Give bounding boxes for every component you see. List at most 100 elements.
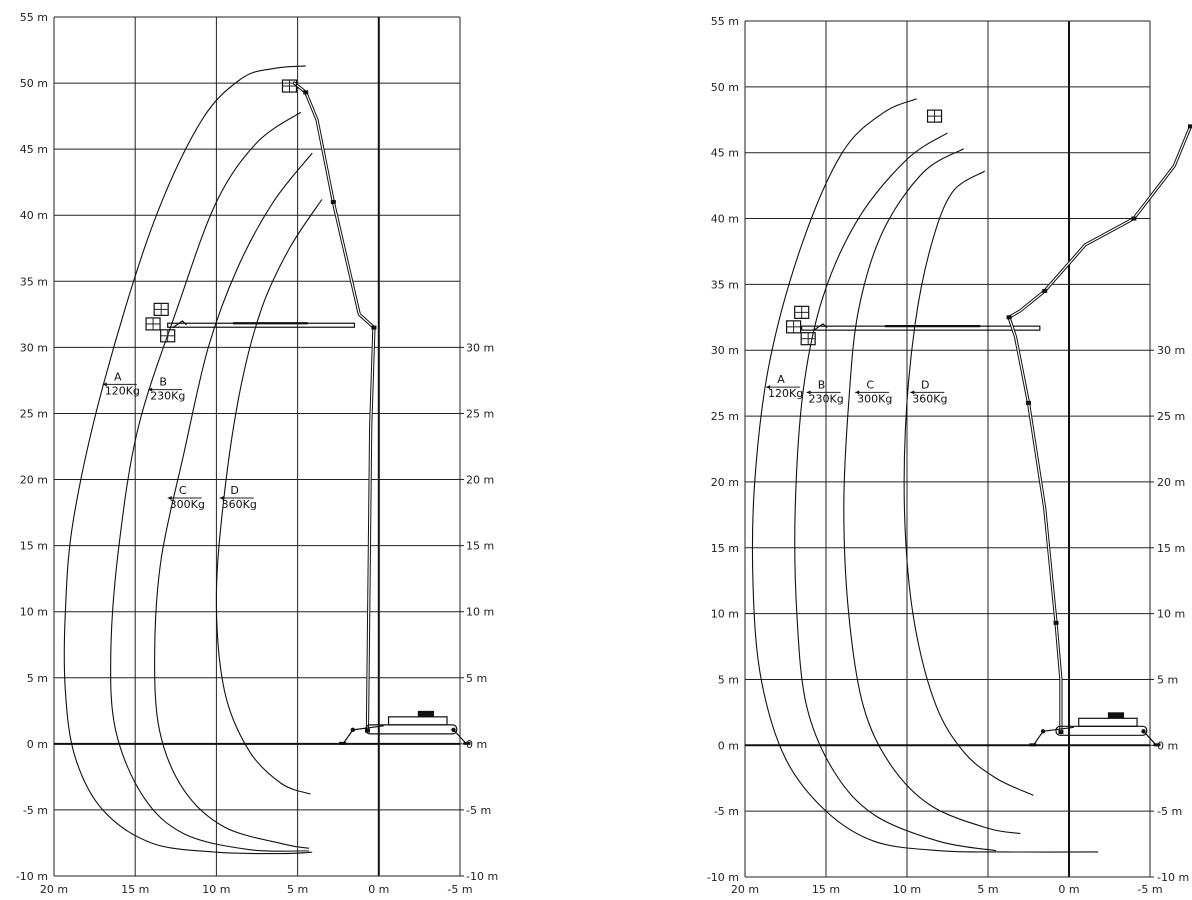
y-tick-label-left: 35 m bbox=[711, 278, 739, 291]
y-tick-label-left: 20 m bbox=[711, 476, 739, 489]
y-tick-label-right: 5 m bbox=[1157, 673, 1178, 686]
y-tick-label-right: 15 m bbox=[1157, 542, 1185, 555]
x-tick-label: 20 m bbox=[731, 883, 759, 896]
boom-joint bbox=[1058, 730, 1064, 735]
x-tick-label: 15 m bbox=[812, 883, 840, 896]
boom-joint bbox=[1006, 315, 1012, 320]
y-tick-label-right: 15 m bbox=[466, 540, 494, 553]
y-tick-label-left: 45 m bbox=[711, 147, 739, 160]
outrigger-joint bbox=[451, 727, 456, 733]
y-tick-label-left: 15 m bbox=[711, 542, 739, 555]
zone-label-arrow bbox=[855, 390, 860, 395]
engine-block bbox=[417, 710, 435, 717]
boom-joint bbox=[330, 200, 336, 205]
y-tick-label-left: 10 m bbox=[20, 606, 48, 619]
outrigger-joint bbox=[350, 727, 356, 733]
zone-label-arrow bbox=[102, 382, 107, 387]
x-tick-label: 0 m bbox=[1058, 883, 1079, 896]
y-tick-label-right: -5 m bbox=[466, 804, 491, 817]
y-tick-label-left: 0 m bbox=[27, 738, 48, 751]
y-tick-label-left: 30 m bbox=[711, 344, 739, 357]
zone-label-arrow bbox=[910, 390, 915, 395]
zone-load-a: 120Kg bbox=[768, 387, 803, 400]
diagram-right: 20 m 15 m 10 m 5 m 0 m -5 m 55 m 50 m 45 m 40 m 35… bbox=[707, 15, 1192, 896]
y-tick-label-left: 10 m bbox=[711, 608, 739, 621]
y-tick-label-right: -10 m bbox=[466, 870, 498, 883]
y-tick-label-left: 55 m bbox=[711, 15, 739, 28]
boom-joint bbox=[1131, 216, 1137, 221]
y-tick-label-left: 55 m bbox=[20, 11, 48, 24]
x-tick-label: 20 m bbox=[40, 883, 68, 896]
y-tick-label-left: 5 m bbox=[27, 672, 48, 685]
zone-letter-b: B bbox=[818, 378, 826, 391]
y-tick-label-right: 25 m bbox=[466, 407, 494, 420]
zone-load-b: 230Kg bbox=[150, 390, 185, 403]
x-tick-label: -5 m bbox=[447, 883, 472, 896]
zone-load-b: 230Kg bbox=[809, 392, 844, 405]
turret bbox=[387, 716, 448, 726]
turret bbox=[1078, 717, 1138, 727]
zone-label-arrow bbox=[148, 387, 153, 392]
x-tick-label: -5 m bbox=[1137, 883, 1162, 896]
y-tick-label-left: 45 m bbox=[20, 143, 48, 156]
x-tick-label: 5 m bbox=[977, 883, 998, 896]
zone-letter-c: C bbox=[179, 484, 187, 497]
y-tick-label-left: 0 m bbox=[718, 739, 739, 752]
outrigger-joint bbox=[1141, 729, 1146, 734]
y-tick-label-left: 40 m bbox=[711, 213, 739, 226]
raised-boom bbox=[1007, 124, 1192, 734]
y-tick-label-left: -10 m bbox=[707, 871, 739, 884]
zone-letter-c: C bbox=[866, 378, 874, 391]
boom-joint bbox=[1026, 400, 1031, 405]
x-tick-label: 5 m bbox=[287, 883, 308, 896]
y-tick-label-right: 5 m bbox=[466, 672, 487, 685]
zone-letter-a: A bbox=[777, 373, 785, 386]
zone-label-arrow bbox=[806, 390, 811, 395]
y-tick-label-left: 40 m bbox=[20, 209, 48, 222]
zone-load-d: 360Kg bbox=[912, 392, 947, 405]
boom-joint bbox=[303, 90, 309, 95]
envelope-curve-a bbox=[751, 98, 1099, 853]
basket-side-arm bbox=[172, 320, 187, 329]
foot-pad bbox=[463, 741, 471, 745]
y-tick-label-left: -5 m bbox=[714, 805, 739, 818]
boom-joint bbox=[364, 728, 370, 733]
outrigger-left bbox=[342, 725, 384, 745]
envelope-curve-d bbox=[215, 199, 323, 795]
x-tick-label: 10 m bbox=[202, 883, 230, 896]
engine-block bbox=[1107, 712, 1125, 719]
zone-letter-d: D bbox=[921, 378, 929, 391]
y-tick-label-right: 30 m bbox=[1157, 344, 1185, 357]
x-tick-label: 0 m bbox=[368, 883, 389, 896]
x-tick-label: 10 m bbox=[893, 883, 921, 896]
x-tick-label: 15 m bbox=[121, 883, 149, 896]
y-tick-label-left: 25 m bbox=[20, 407, 48, 420]
y-tick-label-right: 20 m bbox=[466, 474, 494, 487]
envelope-curve-c bbox=[154, 152, 313, 849]
basket-side-arm bbox=[812, 323, 828, 332]
y-tick-label-right: 0 m bbox=[1157, 739, 1178, 752]
raised-boom bbox=[292, 81, 376, 733]
zone-load-c: 300Kg bbox=[857, 392, 892, 405]
envelope-curve-d bbox=[903, 170, 1034, 796]
zone-load-d: 360Kg bbox=[222, 498, 257, 511]
y-tick-label-left: 30 m bbox=[20, 341, 48, 354]
diagram-left: 20 m 15 m 10 m 5 m 0 m -5 m 55 m 50 m 45 m 40 m 35… bbox=[16, 11, 498, 896]
envelope-curve-a bbox=[63, 65, 313, 855]
zone-letter-d: D bbox=[230, 484, 238, 497]
zone-label-arrow bbox=[219, 496, 224, 501]
outrigger-left bbox=[1032, 726, 1074, 746]
foot-pad bbox=[339, 741, 347, 745]
zone-label-arrow bbox=[167, 496, 172, 501]
foot-pad bbox=[1029, 743, 1037, 747]
raised-boom-inner bbox=[293, 82, 375, 732]
y-tick-label-right: 20 m bbox=[1157, 476, 1185, 489]
y-tick-label-right: 10 m bbox=[466, 606, 494, 619]
y-tick-label-left: 5 m bbox=[718, 673, 739, 686]
y-tick-label-left: -5 m bbox=[23, 804, 48, 817]
y-tick-label-right: 10 m bbox=[1157, 608, 1185, 621]
boom-joint bbox=[1053, 620, 1059, 625]
zone-letter-b: B bbox=[159, 376, 167, 389]
y-tick-label-right: 0 m bbox=[466, 738, 487, 751]
